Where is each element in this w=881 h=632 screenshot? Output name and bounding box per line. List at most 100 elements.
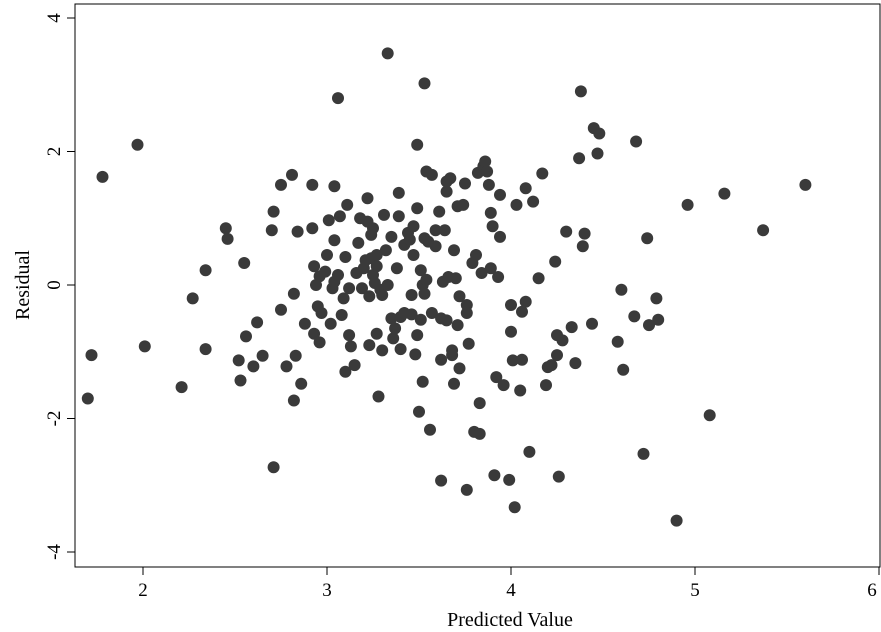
data-point-135: [446, 344, 459, 357]
data-point-55: [341, 198, 354, 211]
data-point-151: [470, 249, 482, 261]
data-point-15: [247, 360, 260, 373]
data-point-16: [251, 316, 264, 329]
data-point-188: [551, 349, 563, 362]
data-points: [81, 47, 812, 527]
data-point-148: [462, 337, 475, 350]
data-point-103: [409, 348, 422, 361]
data-point-166: [494, 188, 506, 201]
data-point-217: [757, 224, 770, 237]
data-point-209: [641, 232, 654, 245]
data-point-53: [339, 251, 352, 263]
x-axis: 2 3 4 5 6: [138, 567, 880, 601]
data-point-10: [221, 232, 234, 245]
data-point-174: [510, 198, 523, 211]
data-point-102: [407, 249, 420, 261]
data-point-0: [81, 392, 94, 405]
data-point-41: [321, 249, 333, 261]
data-point-168: [497, 379, 510, 392]
data-point-157: [479, 155, 492, 168]
data-point-215: [703, 409, 716, 422]
data-point-104: [411, 202, 424, 215]
data-point-92: [392, 210, 405, 223]
data-point-24: [286, 168, 298, 181]
data-point-203: [611, 335, 624, 348]
data-point-118: [424, 423, 436, 436]
data-point-4: [138, 340, 151, 353]
x-tick-label-3: 3: [322, 580, 332, 601]
data-point-201: [591, 147, 604, 160]
data-point-169: [503, 473, 516, 486]
data-point-100: [405, 308, 418, 321]
data-point-18: [265, 224, 278, 237]
data-point-13: [238, 257, 251, 269]
x-axis-title: Predicted Value: [447, 609, 573, 631]
data-point-106: [411, 329, 424, 342]
data-point-14: [240, 330, 252, 343]
data-point-54: [339, 365, 352, 378]
data-point-214: [681, 198, 694, 211]
data-point-162: [486, 220, 499, 233]
data-point-153: [473, 427, 486, 440]
data-point-75: [370, 327, 383, 340]
data-point-216: [718, 187, 731, 200]
data-point-122: [429, 224, 442, 237]
data-point-48: [332, 92, 344, 105]
data-point-160: [484, 262, 497, 275]
data-point-191: [556, 334, 569, 347]
data-point-178: [519, 182, 532, 195]
data-point-147: [460, 483, 473, 496]
data-point-131: [440, 314, 453, 327]
data-point-68: [363, 339, 376, 352]
data-point-175: [514, 384, 527, 397]
data-point-22: [275, 303, 287, 316]
data-point-107: [413, 405, 425, 418]
data-point-42: [322, 214, 335, 227]
data-point-204: [615, 283, 628, 296]
data-point-199: [586, 317, 598, 330]
data-point-213: [670, 514, 683, 527]
data-point-142: [453, 362, 466, 375]
data-point-63: [356, 282, 368, 295]
data-point-50: [333, 210, 346, 223]
data-point-163: [488, 469, 501, 482]
data-point-202: [593, 127, 606, 140]
data-point-164: [490, 371, 503, 384]
data-point-208: [637, 447, 650, 460]
data-point-205: [617, 363, 630, 376]
data-point-171: [505, 299, 517, 311]
data-point-40: [319, 265, 332, 278]
data-point-180: [523, 445, 536, 458]
x-tick-label-5: 5: [690, 580, 700, 601]
data-point-38: [313, 336, 326, 349]
data-point-51: [335, 309, 348, 321]
data-point-176: [516, 305, 528, 318]
data-point-27: [289, 349, 302, 362]
data-point-210: [643, 319, 655, 332]
y-axis-title: Residual: [12, 250, 34, 320]
data-point-154: [473, 397, 486, 410]
data-point-58: [344, 340, 357, 353]
data-point-101: [407, 220, 420, 233]
data-point-167: [494, 230, 506, 243]
data-point-34: [308, 327, 321, 340]
data-point-89: [389, 322, 402, 335]
data-point-3: [131, 138, 144, 151]
data-point-98: [403, 233, 416, 246]
data-point-159: [482, 178, 495, 191]
y-tick-label--2: -2: [44, 411, 65, 427]
data-point-99: [405, 289, 418, 301]
y-tick-label--4: -4: [44, 544, 65, 560]
data-point-72: [367, 222, 379, 235]
data-point-19: [267, 205, 280, 218]
data-point-181: [527, 195, 540, 208]
data-point-182: [532, 272, 545, 285]
data-point-30: [298, 317, 311, 330]
data-point-45: [328, 234, 341, 247]
y-tick-label-4: 4: [44, 13, 65, 23]
data-point-120: [425, 307, 438, 319]
data-point-195: [573, 152, 586, 165]
data-point-212: [652, 313, 665, 326]
x-tick-label-2: 2: [138, 580, 148, 601]
